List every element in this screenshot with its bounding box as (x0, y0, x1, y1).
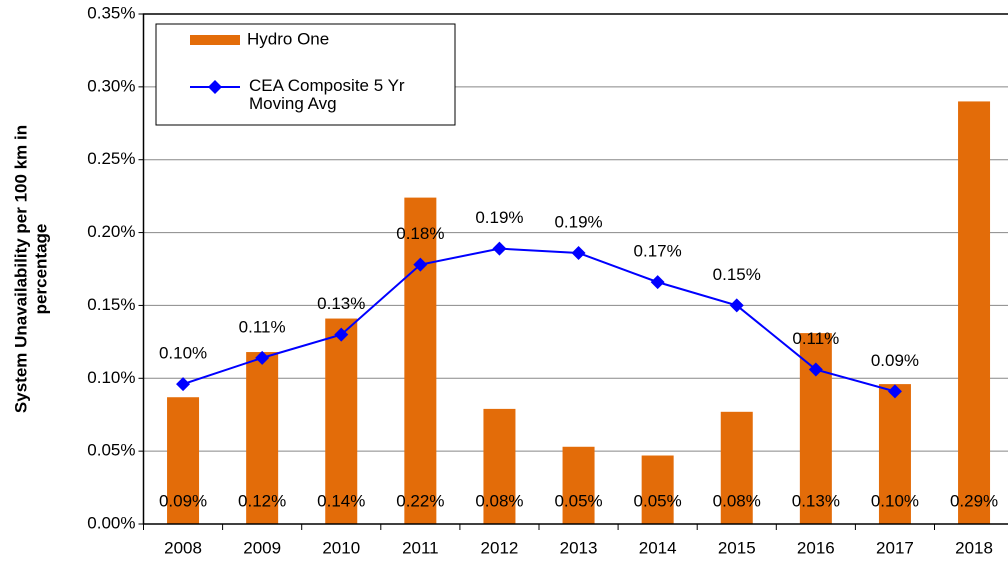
y-tick-label: 0.30% (87, 76, 135, 95)
data-label: 0.05% (634, 491, 682, 510)
y-tick-label: 0.00% (87, 513, 135, 532)
legend-label-line: CEA Composite 5 Yr (249, 76, 405, 95)
data-label: 0.09% (871, 351, 919, 370)
legend-swatch (190, 35, 240, 45)
plot-border (142, 13, 1008, 525)
x-tick-label: 2014 (639, 538, 677, 557)
data-label: 0.18% (396, 224, 444, 243)
data-label: 0.10% (159, 344, 207, 363)
data-label: 0.19% (475, 208, 523, 227)
data-label: 0.14% (317, 491, 365, 510)
line-marker (492, 241, 507, 256)
x-tick-label: 2008 (164, 538, 202, 557)
line-marker (334, 327, 349, 342)
bar (958, 101, 991, 524)
legend-label: CEA Composite 5 Yr Moving Avg (249, 76, 405, 113)
data-label: 0.08% (713, 491, 761, 510)
legend-label-line: Moving Avg (249, 94, 337, 113)
legend-marker (208, 80, 222, 94)
x-tick-label: 2013 (560, 538, 598, 557)
y-tick-label: 0.05% (87, 441, 135, 460)
data-label: 0.10% (871, 491, 919, 510)
x-tick-label: 2015 (718, 538, 756, 557)
data-label: 0.12% (238, 491, 286, 510)
data-label: 0.09% (159, 491, 207, 510)
y-tick-label: 0.25% (87, 149, 135, 168)
bar (404, 197, 437, 524)
bar (325, 318, 358, 524)
data-label: 0.13% (792, 491, 840, 510)
x-tick-label: 2018 (955, 538, 993, 557)
data-label: 0.11% (792, 329, 839, 348)
y-tick-label: 0.35% (87, 3, 135, 22)
data-label: 0.08% (475, 491, 523, 510)
data-label: 0.13% (317, 294, 365, 313)
y-axis-label: System Unavailability per 100 km in (11, 125, 30, 413)
line-marker (571, 245, 586, 260)
data-label: 0.15% (713, 265, 761, 284)
bar (246, 352, 279, 524)
x-tick-label: 2011 (402, 538, 439, 557)
y-tick-label: 0.10% (87, 368, 135, 387)
data-label: 0.11% (239, 317, 286, 336)
line-marker (413, 257, 428, 272)
y-tick-label: 0.15% (87, 295, 135, 314)
line-marker (176, 377, 191, 392)
line-marker (729, 298, 744, 313)
x-tick-label: 2016 (797, 538, 835, 557)
data-label: 0.29% (950, 491, 998, 510)
line-marker (255, 350, 270, 365)
x-tick-label: 2012 (481, 538, 519, 557)
data-label: 0.19% (554, 212, 602, 231)
bar (167, 397, 200, 524)
legend-label: Hydro One (247, 29, 329, 48)
x-tick-label: 2010 (322, 538, 360, 557)
data-label: 0.22% (396, 491, 444, 510)
y-axis-label: percentage (31, 224, 50, 315)
data-label: 0.17% (634, 242, 682, 261)
bar (562, 446, 595, 524)
line-marker (887, 384, 902, 399)
bar (641, 455, 674, 524)
y-tick-label: 0.20% (87, 222, 135, 241)
x-tick-label: 2009 (243, 538, 281, 557)
data-label: 0.05% (554, 491, 602, 510)
line-marker (650, 275, 665, 290)
bar (483, 408, 516, 524)
bar (878, 384, 911, 524)
bar (720, 411, 753, 524)
line (182, 247, 896, 393)
x-tick-label: 2017 (876, 538, 914, 557)
line-marker (808, 362, 823, 377)
